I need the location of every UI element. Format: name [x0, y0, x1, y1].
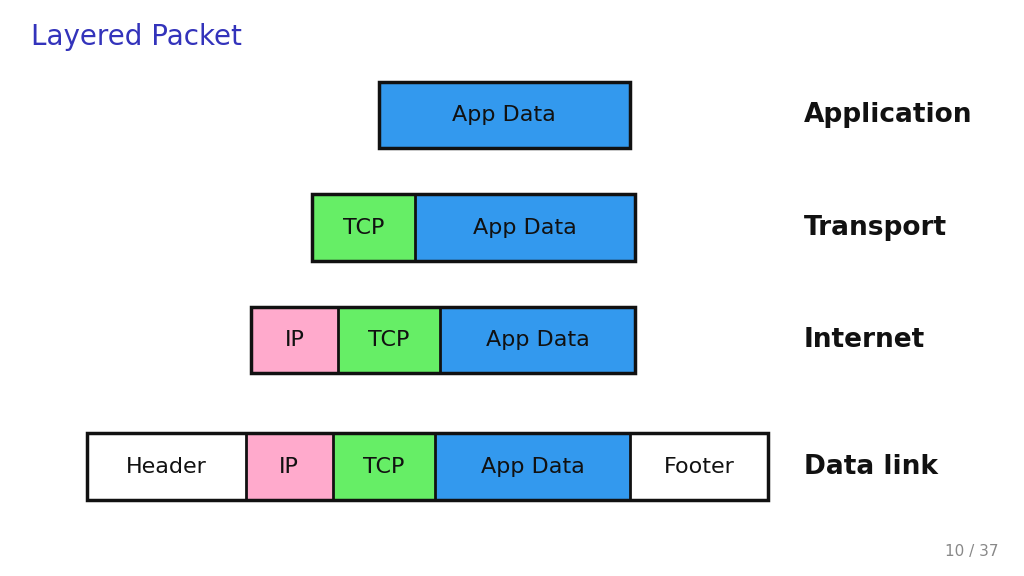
Text: App Data: App Data	[473, 218, 577, 237]
Text: Header: Header	[126, 457, 207, 476]
Bar	[379, 82, 630, 149]
Bar	[312, 195, 415, 260]
Bar	[440, 307, 635, 373]
Bar	[415, 195, 635, 260]
Bar	[379, 82, 630, 149]
Text: 10 / 37: 10 / 37	[945, 544, 998, 559]
Bar	[246, 433, 333, 499]
Text: IP: IP	[280, 457, 299, 476]
Bar	[338, 307, 440, 373]
Bar	[87, 433, 768, 499]
Text: TCP: TCP	[343, 218, 384, 237]
Text: App Data: App Data	[480, 457, 585, 476]
Bar	[251, 307, 338, 373]
Text: Layered Packet: Layered Packet	[31, 23, 242, 51]
Text: TCP: TCP	[364, 457, 404, 476]
Bar	[333, 433, 435, 499]
Bar	[87, 433, 246, 499]
Text: Application: Application	[804, 102, 973, 128]
Bar	[435, 433, 630, 499]
Text: TCP: TCP	[369, 330, 410, 350]
Text: Internet: Internet	[804, 327, 925, 353]
Bar	[251, 307, 635, 373]
Text: App Data: App Data	[485, 330, 590, 350]
Text: App Data: App Data	[453, 105, 556, 125]
Bar	[312, 195, 635, 260]
Text: Footer: Footer	[664, 457, 734, 476]
Bar	[630, 433, 768, 499]
Text: Transport: Transport	[804, 214, 947, 241]
Text: Data link: Data link	[804, 453, 938, 480]
Text: IP: IP	[285, 330, 304, 350]
